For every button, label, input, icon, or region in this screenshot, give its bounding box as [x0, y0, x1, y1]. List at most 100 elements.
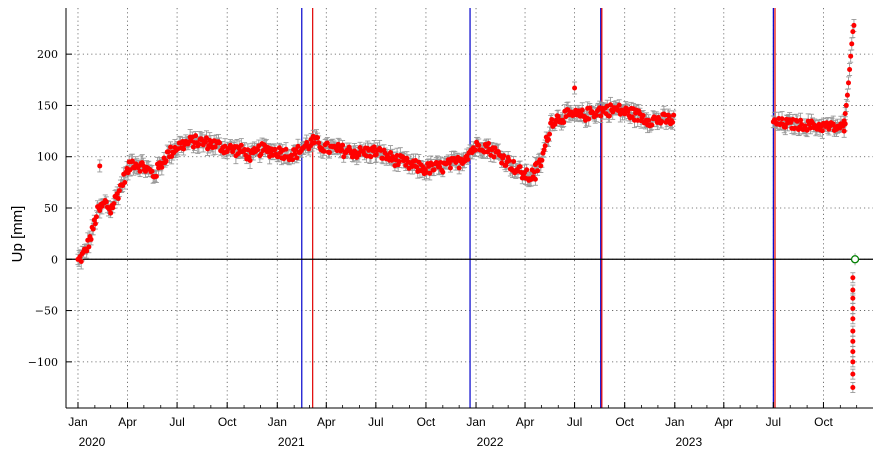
data-point [190, 144, 196, 150]
x-tick-label: Oct [814, 415, 833, 429]
data-point [149, 168, 155, 174]
data-point [850, 359, 856, 365]
plot-frame-layer [65, 8, 873, 409]
data-point [850, 328, 856, 334]
data-point [446, 160, 452, 166]
x-tick-label: Oct [417, 415, 436, 429]
data-point [649, 122, 655, 128]
data-point [431, 167, 437, 173]
data-point [315, 135, 321, 141]
data-point [92, 221, 98, 227]
data-point [850, 338, 856, 344]
data-point [212, 144, 218, 150]
data-point [671, 112, 677, 118]
data-point [579, 107, 585, 113]
data-point [217, 140, 223, 146]
data-point [321, 148, 327, 154]
data-point [370, 148, 376, 154]
data-point [850, 275, 856, 281]
data-point [476, 142, 482, 148]
data-point [798, 117, 804, 123]
data-point [304, 140, 310, 146]
data-point [388, 149, 394, 155]
data-point [511, 158, 517, 164]
data-point [137, 168, 143, 174]
data-point [311, 140, 317, 146]
data-point [396, 159, 402, 165]
data-point [593, 112, 599, 118]
data-point [373, 151, 379, 157]
y-tick-label: 150 [37, 99, 58, 112]
data-point [111, 201, 117, 207]
data-point [598, 113, 604, 119]
data-point [664, 117, 670, 123]
data-point [255, 147, 261, 153]
data-point [572, 85, 578, 91]
x-year-label: 2020 [79, 435, 106, 449]
data-point [202, 139, 208, 145]
x-tick-label: Apr [516, 415, 535, 429]
data-point [472, 147, 478, 153]
data-point [841, 128, 847, 134]
data-point [427, 170, 433, 176]
x-tick-label: Apr [714, 415, 733, 429]
y-tick-label: −100 [28, 356, 58, 369]
data-point [844, 92, 850, 98]
data-point [247, 158, 253, 164]
data-point [159, 164, 165, 170]
data-point [586, 116, 592, 122]
data-point [181, 146, 187, 152]
data-point [272, 146, 278, 152]
data-point [238, 142, 244, 148]
data-point [850, 349, 856, 355]
data-point [545, 136, 551, 142]
x-year-label: 2022 [477, 435, 504, 449]
data-point [88, 236, 94, 242]
data-point [108, 210, 114, 216]
data-point [670, 119, 676, 125]
data-point [646, 117, 652, 123]
data-point [110, 205, 116, 211]
data-point [465, 156, 471, 162]
tick-labels-layer: −100 −50 0 50 100 150 200 Jan Apr Jul Oct Jan Apr Jul… [28, 48, 834, 449]
data-point [841, 118, 847, 124]
data-point [851, 22, 857, 28]
y-tick-label: 50 [44, 202, 58, 215]
data-point [850, 295, 856, 301]
x-year-label: 2023 [675, 435, 702, 449]
y-tick-label: 100 [37, 151, 58, 164]
data-point [843, 102, 849, 108]
data-point [163, 158, 169, 164]
data-point [371, 144, 377, 150]
data-point [414, 164, 420, 170]
data-point [552, 121, 558, 127]
data-point [196, 141, 202, 147]
x-tick-label: Jul [368, 415, 383, 429]
data-point [327, 150, 333, 156]
data-point [848, 53, 854, 59]
data-point [850, 371, 856, 377]
data-point [845, 80, 851, 86]
data-point [368, 154, 374, 160]
data-point [847, 67, 853, 73]
data-point [587, 105, 593, 111]
data-point [606, 113, 612, 119]
data-point [245, 147, 251, 153]
data-point [819, 128, 825, 134]
data-point [539, 157, 545, 163]
data-point [501, 153, 507, 159]
data-point [93, 214, 99, 220]
data-point [850, 316, 856, 322]
x-tick-label: Apr [118, 415, 137, 429]
data-point [782, 124, 788, 130]
data-point [103, 199, 109, 205]
data-point [294, 155, 300, 161]
data-point [850, 29, 856, 35]
x-tick-label: Oct [615, 415, 634, 429]
data-point [168, 144, 174, 150]
data-point [491, 154, 497, 160]
data-point [850, 306, 856, 312]
data-point [547, 131, 553, 137]
data-points-layer [75, 22, 860, 390]
data-point [193, 133, 199, 139]
